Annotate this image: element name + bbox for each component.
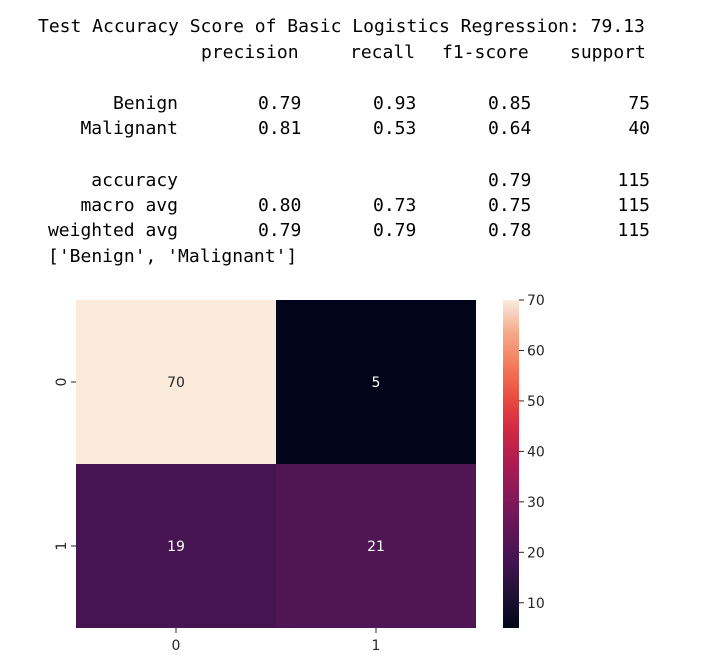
x-tick-label: 1 — [372, 638, 381, 654]
colorbar-tick-label: 30 — [527, 495, 545, 511]
header-support: support — [570, 42, 646, 63]
row-malignant-recall: 0.53 — [373, 118, 417, 139]
heatmap-cells: 70 5 19 21 — [76, 300, 476, 628]
summary-macro-f1: 0.75 — [488, 195, 532, 216]
row-label-malignant: Malignant — [80, 118, 178, 139]
heatmap-cell-label: 70 — [167, 375, 185, 391]
colorbar-tick-label: 50 — [527, 394, 545, 410]
heatmap-cell-label: 21 — [367, 539, 385, 555]
colorbar-tick-label: 20 — [527, 545, 545, 561]
heatmap-cell — [76, 464, 276, 628]
colorbar: 10 20 30 40 50 60 70 — [503, 293, 545, 628]
y-tick-label: 1 — [54, 542, 70, 551]
row-benign-recall: 0.93 — [373, 93, 417, 114]
row-malignant-support: 40 — [628, 118, 650, 139]
header-precision: precision — [201, 42, 299, 63]
colorbar-tick-label: 10 — [527, 596, 545, 612]
colorbar-tick-label: 60 — [527, 343, 545, 359]
summary-weighted-support: 115 — [617, 220, 650, 241]
colorbar-bar — [503, 300, 519, 628]
summary-macro-precision: 0.80 — [258, 195, 302, 216]
summary-label-macro-avg: macro avg — [80, 195, 178, 216]
accuracy-title-line: Test Accuracy Score of Basic Logistics R… — [38, 16, 645, 37]
colorbar-tick-label: 40 — [527, 444, 545, 460]
row-benign-precision: 0.79 — [258, 93, 302, 114]
row-label-benign: Benign — [112, 93, 178, 114]
colorbar-tick-label: 70 — [527, 293, 545, 309]
summary-macro-support: 115 — [617, 195, 650, 216]
summary-weighted-f1: 0.78 — [488, 220, 532, 241]
heatmap-cell — [276, 300, 476, 464]
y-tick-label: 0 — [54, 378, 70, 387]
summary-macro-recall: 0.73 — [373, 195, 417, 216]
heatmap-cell — [276, 464, 476, 628]
header-recall: recall — [350, 42, 416, 63]
header-f1-score: f1-score — [442, 42, 529, 63]
x-tick-label: 0 — [172, 638, 181, 654]
summary-weighted-precision: 0.79 — [258, 220, 302, 241]
summary-accuracy-support: 115 — [617, 170, 650, 191]
row-malignant-f1: 0.64 — [488, 118, 532, 139]
heatmap-axes: 0 1 0 1 — [54, 378, 380, 654]
row-benign-support: 75 — [628, 93, 650, 114]
heatmap-cell-label: 19 — [167, 539, 185, 555]
summary-weighted-recall: 0.79 — [373, 220, 417, 241]
summary-label-accuracy: accuracy — [91, 170, 178, 191]
row-malignant-precision: 0.81 — [258, 118, 302, 139]
row-benign-f1: 0.85 — [488, 93, 532, 114]
summary-label-weighted-avg: weighted avg — [47, 220, 178, 241]
summary-accuracy-f1: 0.79 — [488, 170, 532, 191]
heatmap-cell — [76, 300, 276, 464]
heatmap-cell-label: 5 — [372, 375, 381, 391]
class-list-output: ['Benign', 'Malignant'] — [48, 246, 298, 267]
